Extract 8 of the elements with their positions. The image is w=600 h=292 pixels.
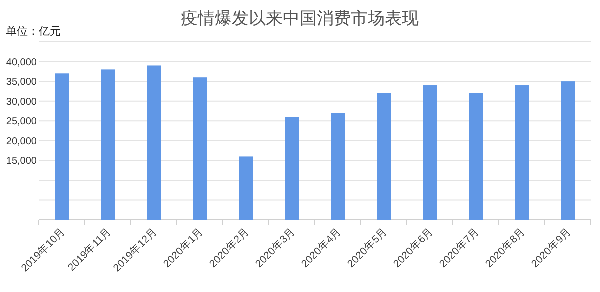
ytick: 15,000 [6,156,37,168]
ytick: 30,000 [6,96,37,108]
ytick: 40,000 [6,57,37,68]
title: 疫情爆发以来中国消费市场表现 [181,9,419,28]
annotation: 单位：亿元 [6,26,61,38]
ytick: 35,000 [6,77,37,88]
ytick: 25,000 [6,116,37,128]
ytick: 20,000 [6,136,37,148]
